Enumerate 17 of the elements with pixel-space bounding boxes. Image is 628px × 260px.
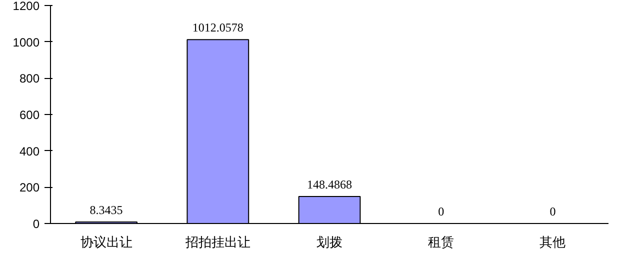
- x-tick-label: 协议出让: [80, 234, 132, 250]
- y-tick-label: 1000: [12, 35, 40, 50]
- data-label: 0: [550, 204, 556, 218]
- y-tick-label: 1200: [12, 0, 40, 13]
- y-tick-label: 400: [19, 144, 40, 158]
- x-tick-label: 其他: [540, 234, 566, 250]
- data-label: 0: [438, 204, 444, 218]
- data-label: 1012.0578: [192, 20, 244, 35]
- x-tick-label: 划拨: [316, 234, 342, 250]
- y-tick-label: 200: [19, 180, 40, 195]
- data-label: 8.3435: [90, 202, 123, 217]
- x-tick-label: 租赁: [428, 234, 454, 250]
- y-tick-label: 800: [19, 72, 40, 86]
- data-label: 148.4868: [307, 178, 352, 192]
- y-tick-label: 0: [32, 217, 40, 231]
- x-tick-label: 招拍挂出让: [184, 234, 250, 250]
- y-tick-label: 600: [19, 108, 40, 122]
